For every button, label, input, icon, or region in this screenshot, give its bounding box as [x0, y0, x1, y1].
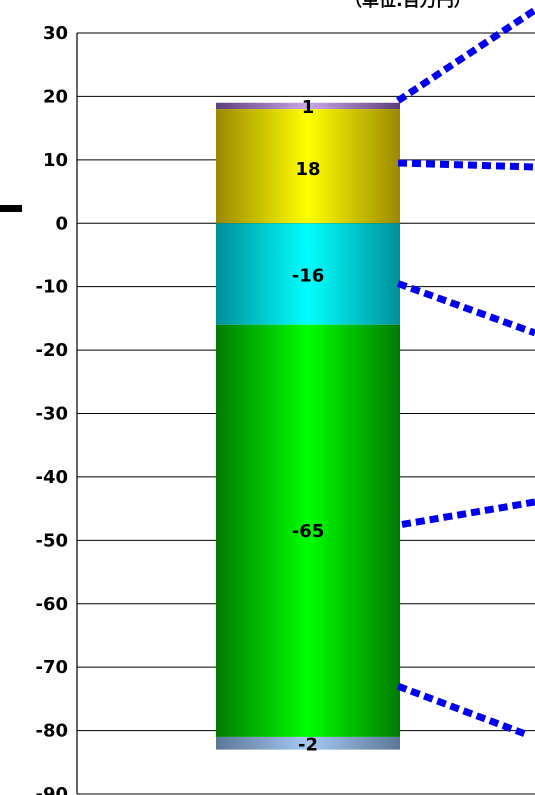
y-tick-label: -60: [35, 594, 68, 615]
y-tick-label: 10: [43, 150, 68, 171]
legend-marker: [0, 205, 22, 212]
data-label: 18: [295, 159, 320, 180]
bar-segment: [216, 736, 400, 750]
y-tick-label: -30: [35, 404, 68, 425]
data-label: -2: [298, 734, 318, 755]
data-label: -65: [292, 521, 325, 542]
y-tick-label: 30: [43, 23, 68, 44]
y-tick-label: -10: [35, 277, 68, 298]
y-tick-label: -50: [35, 530, 68, 551]
leader-line: [396, 280, 535, 337]
y-tick-label: 20: [43, 86, 68, 107]
leader-line: [396, 682, 530, 739]
bar-segment: [216, 324, 400, 737]
bar-segment: [216, 223, 400, 325]
leader-line: [401, 498, 535, 528]
y-tick-label: -20: [35, 340, 68, 361]
y-tick-label: -90: [35, 784, 68, 795]
y-tick-label: -70: [35, 657, 68, 678]
unit-label: （単位:百万円）: [345, 0, 471, 11]
leader-line: [397, 159, 535, 171]
leader-line: [396, 7, 535, 104]
bar-segment: [216, 109, 400, 224]
y-tick-label: -80: [35, 721, 68, 742]
data-label: -16: [292, 265, 325, 286]
y-tick-label: -40: [35, 467, 68, 488]
data-label: 1: [302, 97, 315, 118]
bar-segment: [216, 102, 400, 110]
y-tick-label: 0: [55, 213, 68, 234]
